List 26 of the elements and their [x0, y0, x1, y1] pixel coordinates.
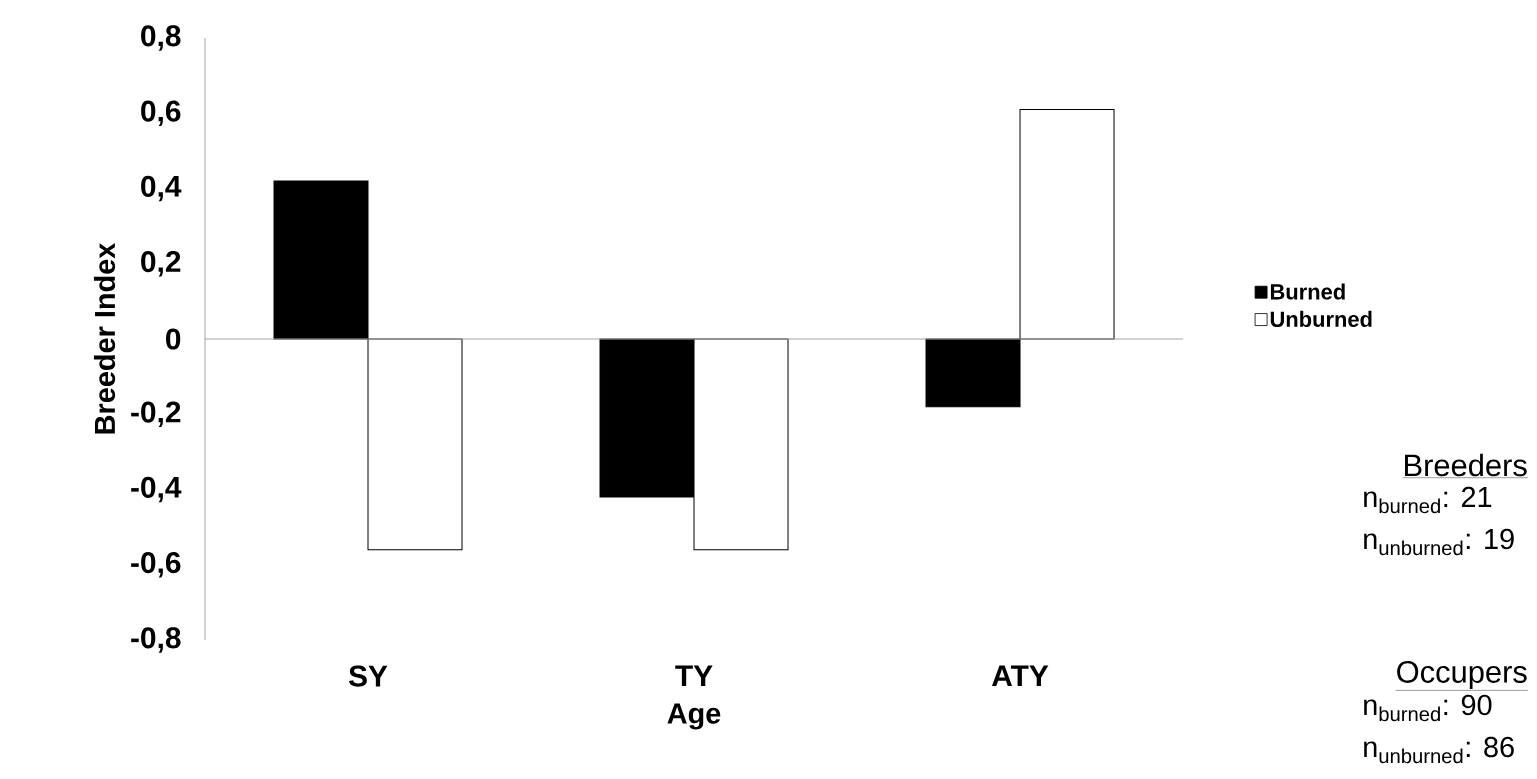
x-tick-label: ATY: [991, 665, 1049, 687]
bar: [367, 338, 463, 551]
text: n$_{burned}$: 90: [1364, 694, 1492, 722]
text: Occupers: [1397, 661, 1527, 689]
x-tick-label: TY: [675, 665, 713, 687]
y-tick-label: -0,2: [131, 401, 181, 427]
legend-label: Unburned: [1270, 310, 1372, 327]
y-tick-label: -0,6: [131, 551, 181, 578]
text: n$_{unburned}$: 19: [1364, 528, 1514, 556]
y-axis-title: Breeder Index: [93, 242, 116, 434]
text: n$_{burned}$: 21: [1364, 486, 1492, 514]
y-tick-label: -0,8: [131, 627, 181, 653]
x-axis-title: Age: [667, 703, 721, 730]
bar: [925, 338, 1021, 408]
bar: [273, 180, 369, 340]
y-tick-label: -0,4: [131, 476, 182, 503]
y-tick-label: 0,4: [141, 175, 182, 202]
y-tick-label: 0,2: [141, 250, 181, 277]
y-tick-label: 0,6: [141, 100, 181, 126]
text: n$_{unburned}$: 86: [1364, 736, 1514, 764]
text: Breeders: [1405, 453, 1527, 477]
y-tick-label: 0: [166, 328, 181, 350]
legend-label: Burned: [1270, 283, 1345, 300]
y-tick-label: 0,8: [141, 25, 181, 51]
bar: [1019, 108, 1115, 340]
x-tick-label: SY: [348, 665, 388, 687]
